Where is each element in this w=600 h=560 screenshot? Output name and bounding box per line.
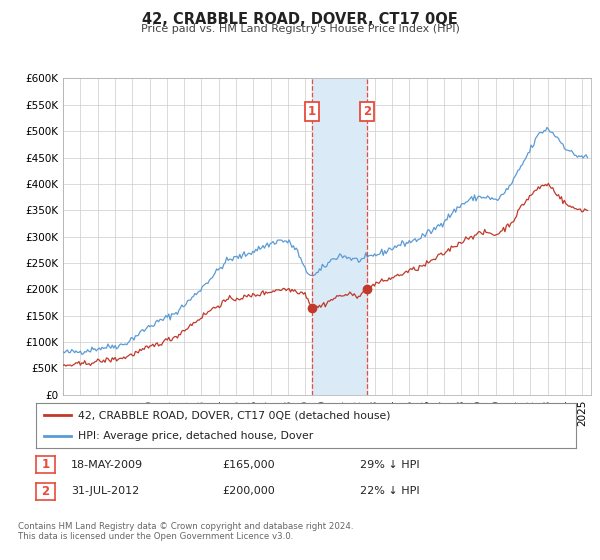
Text: Price paid vs. HM Land Registry's House Price Index (HPI): Price paid vs. HM Land Registry's House … xyxy=(140,24,460,34)
Text: 1: 1 xyxy=(41,458,50,472)
Text: 31-JUL-2012: 31-JUL-2012 xyxy=(71,486,139,496)
Text: This data is licensed under the Open Government Licence v3.0.: This data is licensed under the Open Gov… xyxy=(18,532,293,541)
Text: 2: 2 xyxy=(363,105,371,118)
Text: £165,000: £165,000 xyxy=(222,460,275,470)
Text: Contains HM Land Registry data © Crown copyright and database right 2024.: Contains HM Land Registry data © Crown c… xyxy=(18,522,353,531)
Text: 1: 1 xyxy=(308,105,316,118)
Bar xyxy=(312,78,367,395)
Text: 18-MAY-2009: 18-MAY-2009 xyxy=(71,460,143,470)
Text: 29% ↓ HPI: 29% ↓ HPI xyxy=(360,460,419,470)
Text: 42, CRABBLE ROAD, DOVER, CT17 0QE (detached house): 42, CRABBLE ROAD, DOVER, CT17 0QE (detac… xyxy=(78,410,391,421)
Text: 2: 2 xyxy=(41,484,50,498)
Text: 42, CRABBLE ROAD, DOVER, CT17 0QE: 42, CRABBLE ROAD, DOVER, CT17 0QE xyxy=(142,12,458,27)
Text: HPI: Average price, detached house, Dover: HPI: Average price, detached house, Dove… xyxy=(78,431,313,441)
Text: £200,000: £200,000 xyxy=(222,486,275,496)
Text: 22% ↓ HPI: 22% ↓ HPI xyxy=(360,486,419,496)
